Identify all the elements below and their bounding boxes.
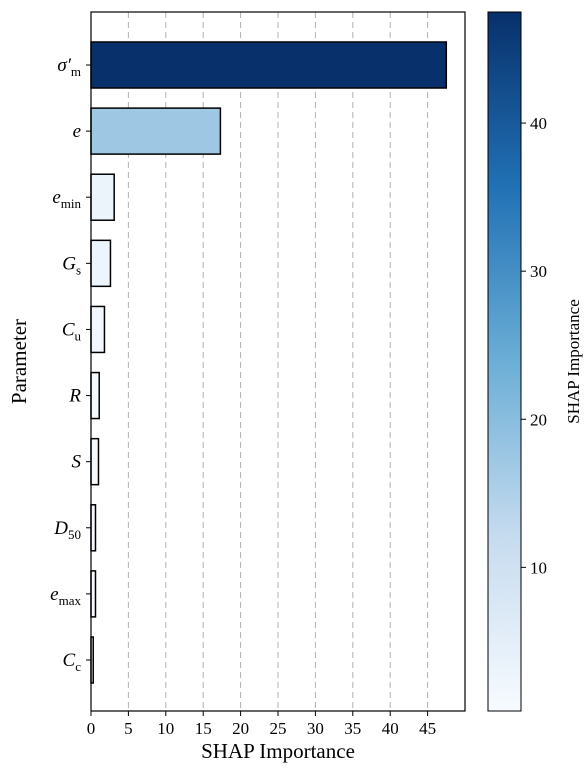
x-tick-label: 25 — [270, 719, 287, 738]
colorbar-ticks: 10 20 30 40 — [521, 114, 547, 577]
x-tick-label: 10 — [157, 719, 174, 738]
colorbar-tick-label: 10 — [530, 558, 547, 577]
x-tick-label: 20 — [232, 719, 249, 738]
colorbar-title: SHAP Importance — [564, 299, 583, 424]
y-tick-label: e — [73, 121, 81, 142]
bar — [90, 504, 97, 552]
y-tick-label: R — [68, 386, 81, 407]
bar — [90, 305, 106, 354]
bar — [90, 371, 100, 420]
y-tick-label-subscript: min — [61, 196, 82, 211]
y-axis-title: Parameter — [7, 319, 31, 404]
colorbar-tick-label: 40 — [530, 114, 547, 133]
bar — [90, 239, 112, 288]
y-tick-label-subscript: m — [71, 64, 81, 79]
y-tick-label-main: C — [63, 650, 76, 671]
y-tick-label-subscript: c — [75, 659, 81, 674]
bar — [90, 107, 222, 155]
bar — [90, 41, 448, 89]
y-tick-label: D50 — [53, 518, 81, 542]
bars — [90, 41, 448, 684]
y-tick-label: emax — [50, 584, 81, 608]
x-tick-label: 35 — [344, 719, 361, 738]
colorbar-tick-label: 20 — [530, 410, 547, 429]
x-axis-ticks: 0 5 10 15 20 25 30 35 40 45 — [87, 711, 436, 738]
colorbar — [487, 11, 522, 712]
x-tick-label: 15 — [195, 719, 212, 738]
x-tick-label: 30 — [307, 719, 324, 738]
y-tick-label-main: D — [53, 518, 68, 539]
y-tick-label-main: e — [52, 187, 60, 208]
x-tick-label: 45 — [419, 719, 436, 738]
y-tick-label: σ′m — [57, 55, 81, 79]
y-tick-label: Cc — [63, 650, 82, 674]
y-tick-label-main: e — [73, 121, 81, 142]
bar — [90, 173, 115, 221]
y-tick-label-subscript: u — [75, 328, 82, 343]
y-tick-label-main: G — [62, 253, 76, 274]
y-tick-label: Cu — [62, 319, 82, 343]
y-tick-label-main: C — [62, 319, 75, 340]
bar — [90, 570, 97, 618]
y-tick-label: S — [72, 452, 82, 473]
bar — [90, 437, 100, 486]
y-tick-label-main: S — [72, 452, 82, 473]
y-tick-label: Gs — [62, 253, 81, 277]
x-tick-label: 5 — [124, 719, 133, 738]
x-gridlines — [127, 12, 429, 711]
colorbar-tick-label: 30 — [530, 262, 547, 281]
y-tick-label-main: e — [50, 584, 58, 605]
x-tick-label: 40 — [382, 719, 399, 738]
y-tick-label-main: R — [68, 386, 81, 407]
y-tick-label-subscript: s — [76, 262, 81, 277]
x-tick-label: 0 — [87, 719, 96, 738]
x-axis-title: SHAP Importance — [201, 739, 355, 763]
y-tick-label-subscript: max — [59, 593, 82, 608]
y-tick-label-main: σ′ — [57, 55, 71, 76]
y-tick-label-subscript: 50 — [68, 527, 81, 542]
y-tick-label: emin — [52, 187, 81, 211]
